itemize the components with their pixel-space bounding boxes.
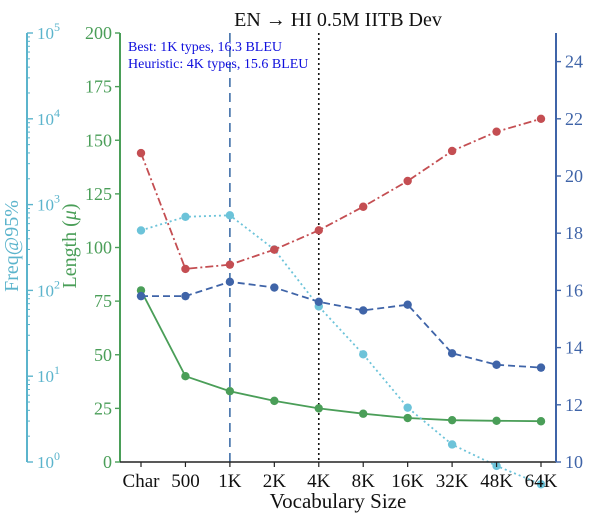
data-point-freq95-5 — [359, 350, 368, 359]
data-point-other-8 — [492, 127, 501, 136]
data-point-freq95-0 — [136, 226, 146, 235]
freq-tick-exponent-0: 0 — [54, 449, 60, 463]
series-line-freq95 — [140, 214, 542, 486]
data-point-freq95-1 — [181, 212, 190, 222]
data-point-mean_length-8 — [492, 416, 501, 426]
freq-tick-exponent-1: 1 — [54, 363, 60, 377]
bleu-tick-label-0: 10 — [565, 452, 583, 472]
freq-tick-exponent-5: 5 — [54, 20, 60, 34]
x-tick-label-5: 8K — [352, 471, 376, 492]
bleu-tick-label-2: 14 — [565, 338, 583, 358]
data-point-mean_length-7 — [447, 415, 457, 425]
bleu-tick-label-4: 18 — [565, 223, 583, 243]
data-point-bleu-0 — [136, 291, 146, 301]
length-tick-label-6: 150 — [85, 130, 112, 150]
bleu-tick-label-3: 16 — [565, 280, 583, 300]
length-axis-label: Length (μ) — [59, 203, 81, 288]
annotation-best: Best: 1K types, 16.3 BLEU — [128, 40, 282, 55]
bleu-tick-label-7: 24 — [565, 52, 583, 72]
data-point-other-4 — [314, 226, 323, 235]
data-point-other-1 — [181, 264, 190, 274]
data-point-other-6 — [403, 176, 412, 186]
length-axis-label-mu: μ — [59, 210, 81, 221]
data-point-other-9 — [536, 114, 546, 124]
annotation-heuristic: Heuristic: 4K types, 15.6 BLEU — [128, 57, 308, 72]
data-point-bleu-5 — [359, 306, 368, 315]
x-tick-label-1: 500 — [171, 471, 200, 492]
data-point-bleu-2 — [225, 277, 235, 287]
data-point-other-7 — [447, 146, 457, 156]
length-axis-label-end: ) — [59, 203, 81, 210]
bleu-tick-label-5: 20 — [565, 166, 583, 186]
freq-axis-label: Freq@95% — [1, 200, 23, 292]
data-point-mean_length-6 — [403, 413, 412, 423]
length-tick-label-1: 25 — [94, 398, 112, 418]
data-point-mean_length-4 — [314, 404, 323, 413]
series-line-bleu — [141, 280, 542, 369]
data-point-bleu-1 — [181, 291, 190, 301]
annotation-box: Best: 1K types, 16.3 BLEU Heuristic: 4K … — [128, 40, 308, 72]
data-point-freq95-9 — [536, 480, 546, 489]
data-point-other-3 — [270, 245, 279, 254]
x-tick-label-0: Char — [123, 471, 161, 492]
x-tick-label-9: 64K — [525, 471, 558, 492]
bleu-tick-label-1: 12 — [565, 395, 583, 415]
x-tick-label-2: 1K — [218, 471, 242, 492]
data-point-bleu-6 — [403, 300, 412, 309]
length-tick-label-0: 0 — [103, 452, 112, 472]
length-tick-label-2: 50 — [94, 345, 112, 365]
bleu-tick-label-6: 22 — [565, 109, 583, 129]
data-point-freq95-7 — [447, 440, 457, 449]
series-line-mean_length — [140, 289, 542, 423]
length-tick-label-3: 75 — [94, 291, 112, 311]
data-point-freq95-6 — [403, 403, 412, 412]
data-point-bleu-3 — [270, 283, 279, 292]
freq-tick-exponent-3: 3 — [54, 192, 60, 206]
data-point-bleu-8 — [492, 360, 501, 369]
x-axis-label: Vocabulary Size — [270, 489, 407, 513]
length-tick-label-7: 175 — [85, 77, 112, 97]
data-point-freq95-2 — [225, 211, 235, 220]
x-tick-label-7: 32K — [436, 471, 469, 492]
data-point-bleu-4 — [314, 297, 323, 307]
length-axis-label-main: Length ( — [59, 220, 81, 289]
x-tick-label-8: 48K — [480, 471, 513, 492]
data-point-mean_length-1 — [181, 372, 190, 381]
data-point-mean_length-9 — [536, 417, 546, 426]
data-point-other-0 — [136, 148, 146, 158]
chart-title: EN → HI 0.5M IITB Dev — [234, 9, 442, 31]
data-point-bleu-7 — [447, 349, 457, 358]
data-point-mean_length-2 — [225, 387, 235, 396]
length-tick-label-4: 100 — [85, 238, 112, 258]
length-tick-label-8: 200 — [85, 23, 112, 43]
freq-tick-exponent-2: 2 — [54, 277, 60, 291]
x-tick-label-4: 4K — [307, 471, 331, 492]
x-tick-label-6: 16K — [391, 471, 424, 492]
data-point-bleu-9 — [536, 363, 546, 372]
data-point-other-2 — [225, 260, 235, 269]
series-line-other — [140, 117, 542, 270]
freq-tick-exponent-4: 4 — [54, 106, 60, 120]
data-point-mean_length-3 — [270, 396, 279, 406]
length-tick-label-5: 125 — [85, 184, 112, 204]
data-point-mean_length-5 — [359, 409, 368, 418]
x-tick-label-3: 2K — [263, 471, 287, 492]
data-point-other-5 — [359, 202, 368, 211]
